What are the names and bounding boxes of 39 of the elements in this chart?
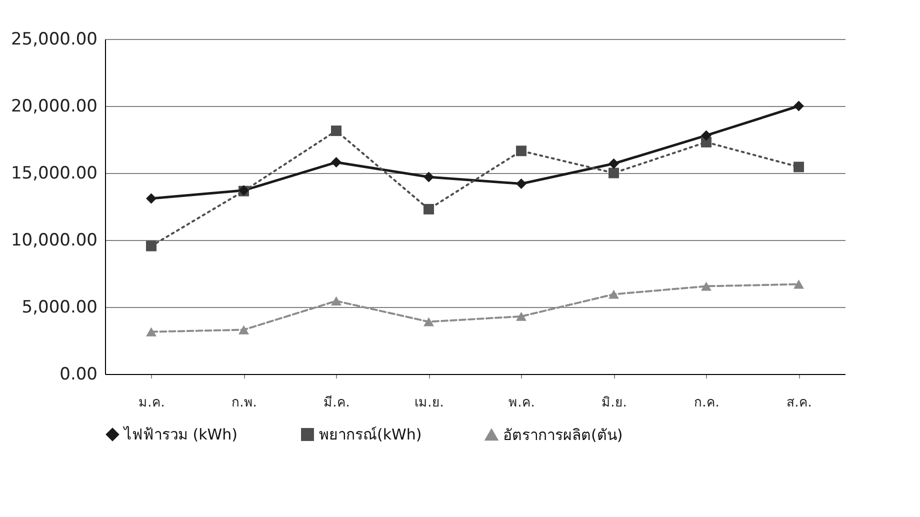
y-tick-label: 5,000.00 <box>22 298 98 318</box>
point <box>701 136 712 148</box>
point <box>701 130 712 141</box>
y-tick-label: 15,000.00 <box>10 164 98 184</box>
y-tick-label: 25,000.00 <box>10 30 98 50</box>
point <box>701 282 712 291</box>
legend-label: พยากรณ์(kWh) <box>319 426 422 444</box>
point <box>608 158 619 169</box>
y-tick-label: 20,000.00 <box>10 96 98 116</box>
point <box>794 280 804 289</box>
x-tick-label: มิ.ย. <box>602 396 627 410</box>
x-tick-label: ก.ค. <box>694 396 720 410</box>
point <box>608 290 619 299</box>
x-tick-label: เม.ย. <box>414 396 444 410</box>
point <box>331 296 342 306</box>
legend-label: อัตราการผลิต(ตัน) <box>503 426 623 444</box>
x-tick-label: ม.ค. <box>138 396 165 410</box>
point <box>516 312 526 321</box>
point <box>794 100 804 112</box>
point <box>516 178 526 189</box>
point <box>238 325 249 334</box>
y-tick-label: 0.00 <box>60 364 98 384</box>
point <box>424 172 434 182</box>
y-tick-label: 10,000.00 <box>10 230 98 250</box>
legend-label: ไฟฟ้ารวม (kWh) <box>123 426 238 444</box>
x-tick-label: มี.ค. <box>324 394 350 410</box>
x-tick-label: พ.ค. <box>508 396 535 410</box>
point <box>794 162 804 172</box>
point <box>608 168 619 178</box>
point <box>146 193 156 204</box>
point <box>331 126 342 136</box>
point <box>146 327 156 336</box>
point <box>424 317 434 326</box>
point <box>146 240 156 252</box>
point <box>331 157 342 168</box>
x-tick-label: ส.ค. <box>786 396 812 410</box>
point <box>516 146 526 156</box>
point <box>424 204 434 214</box>
x-tick-label: ก.พ. <box>232 396 257 410</box>
